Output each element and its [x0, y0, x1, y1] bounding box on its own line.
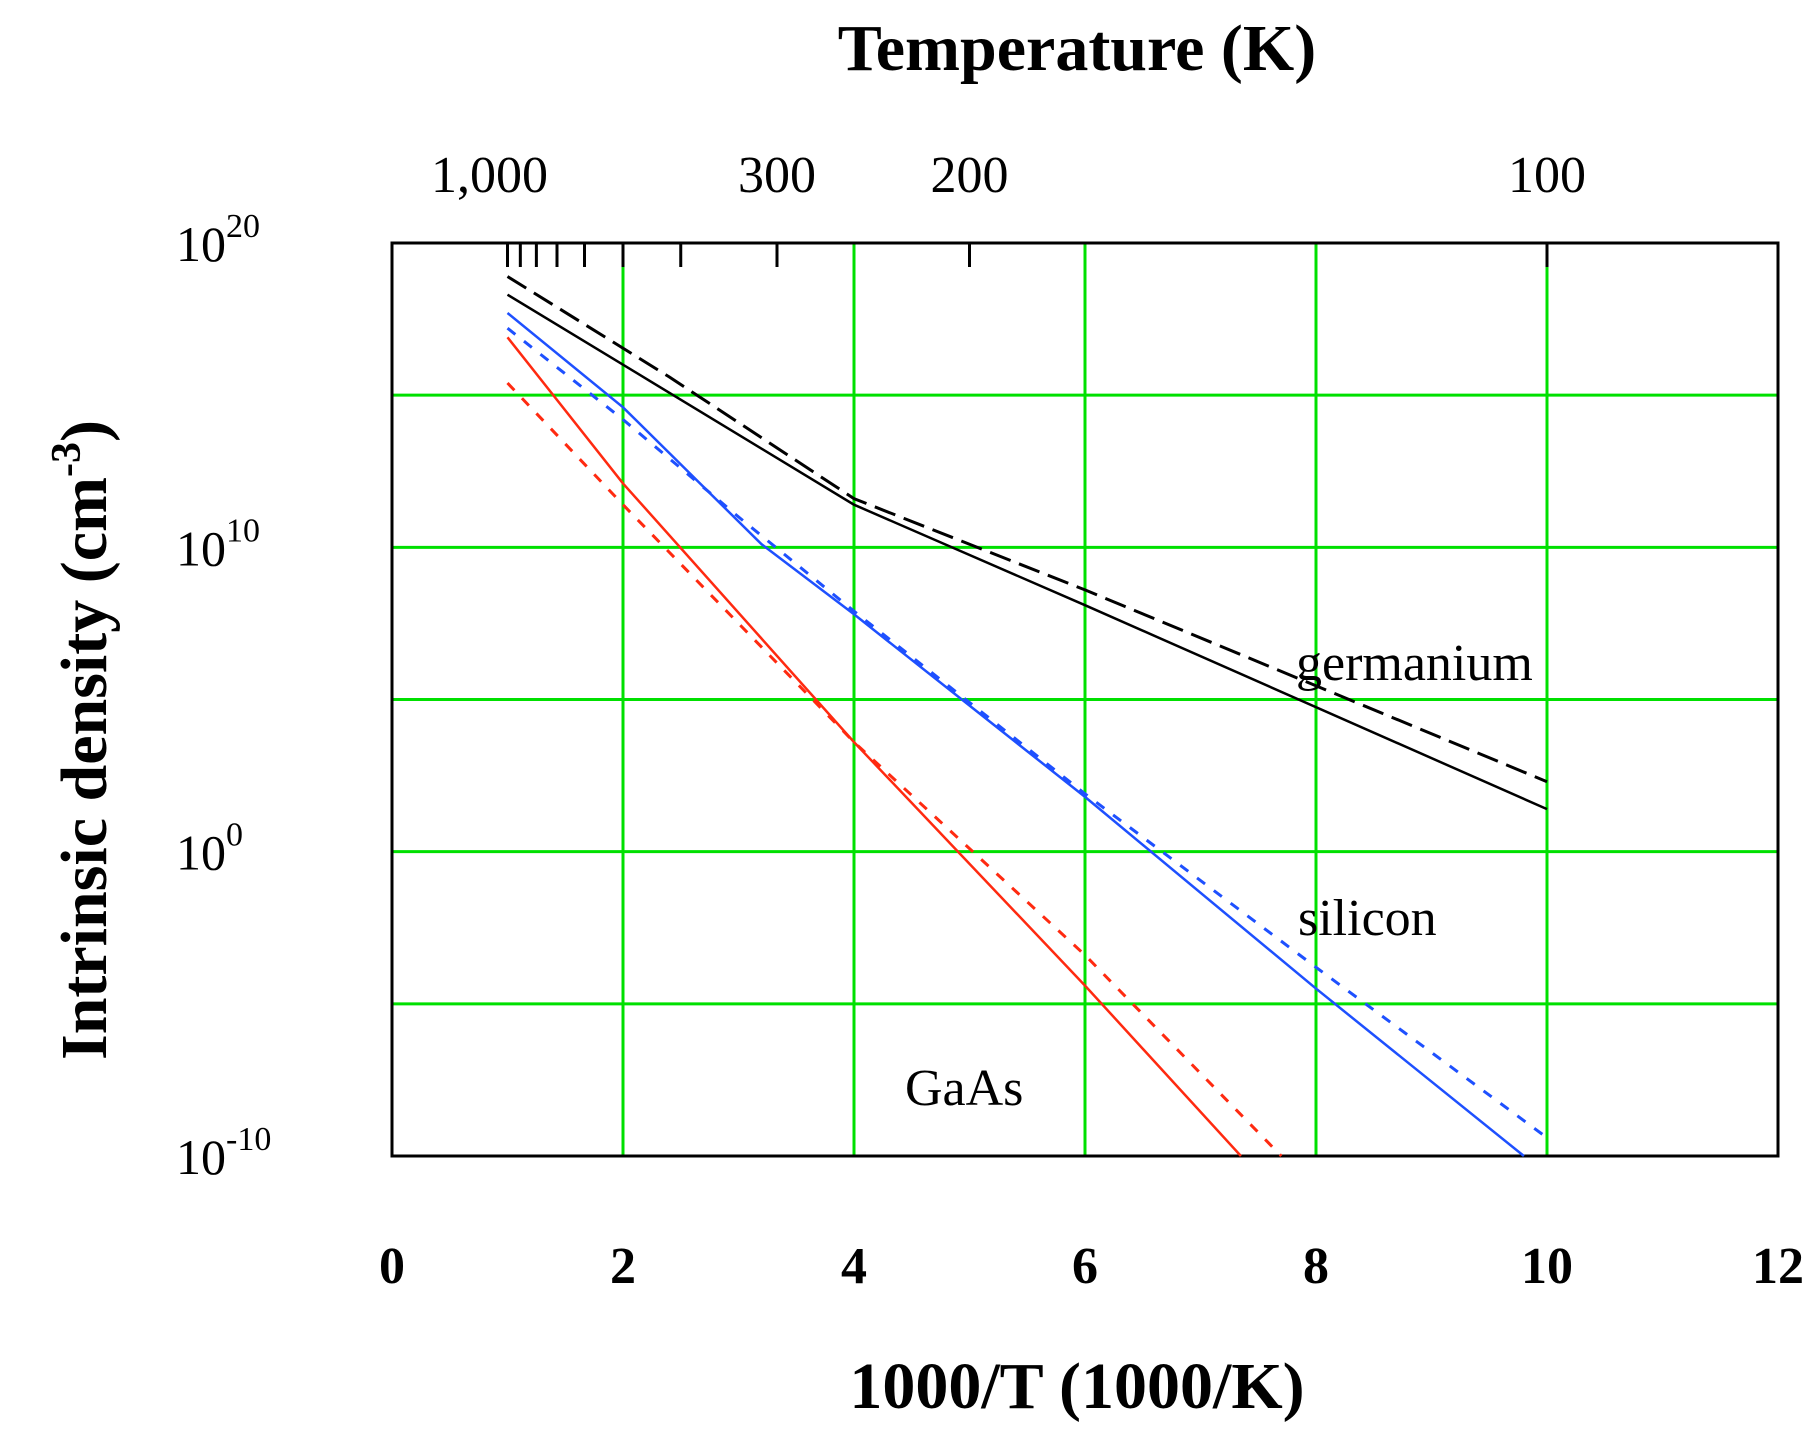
top-axis-tick-label: 100: [1508, 147, 1586, 204]
x-tick-label: 2: [610, 1238, 636, 1295]
y-tick-exponent: 10: [226, 512, 260, 549]
y-tick-label: 10-10: [176, 1121, 271, 1185]
y-axis-label-exponent: -3: [44, 442, 90, 477]
x-tick-label: 10: [1521, 1238, 1573, 1295]
series-group: [506, 275, 1548, 1158]
series-line-silicon-solid: [506, 312, 1525, 1157]
x-tick-label: 4: [841, 1238, 867, 1295]
y-axis-label-group: Intrinsic density (cm-3): [44, 420, 121, 1060]
y-axis-label-close: ): [48, 420, 121, 442]
plot-border: [390, 241, 1780, 1158]
plot-frame: [390, 241, 1780, 1158]
germanium-label: germanium: [1296, 635, 1533, 692]
x-tick-label: 0: [379, 1238, 405, 1295]
gaas-label: GaAs: [905, 1060, 1023, 1117]
y-tick-label: 1020: [176, 208, 260, 272]
top-axis-tick-label: 1,000: [431, 147, 548, 204]
series-line-germanium-dashed: [506, 275, 1548, 784]
series-line-germanium-solid: [506, 293, 1548, 811]
chart-title: Temperature (K): [838, 12, 1316, 85]
top-axis-tick-label: 300: [738, 147, 816, 204]
series-line-silicon-dotted: [506, 327, 1548, 1139]
x-tick-label: 8: [1303, 1238, 1329, 1295]
y-axis-label: Intrinsic density (cm-3): [44, 420, 121, 1060]
top-axis-tick-label: 200: [931, 147, 1009, 204]
silicon-label: silicon: [1298, 890, 1437, 947]
x-tick-label: 6: [1072, 1238, 1098, 1295]
x-tick-label: 12: [1752, 1238, 1804, 1295]
series-line-gaas-dotted: [506, 381, 1283, 1158]
y-tick-exponent: 20: [226, 208, 260, 245]
grid: [392, 243, 1778, 1156]
series-line-gaas-solid: [506, 336, 1242, 1157]
y-tick-exponent: -10: [226, 1121, 271, 1158]
y-tick-exponent: 0: [226, 817, 243, 854]
y-tick-label: 1010: [176, 512, 260, 576]
y-tick-label: 100: [176, 817, 243, 881]
x-axis-label: 1000/T (1000/K): [849, 1350, 1304, 1423]
y-axis-label-main: Intrinsic density (cm: [48, 477, 121, 1060]
